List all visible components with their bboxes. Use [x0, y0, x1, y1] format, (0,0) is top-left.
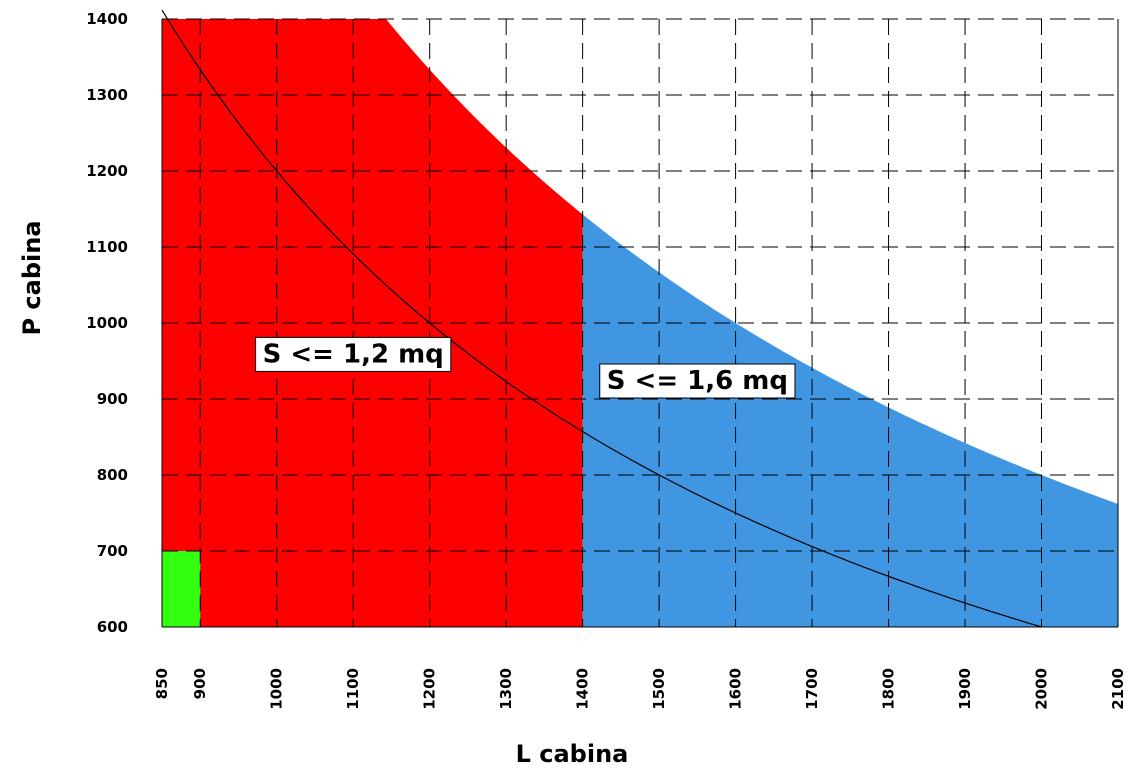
x-tick-label: 850: [153, 668, 171, 699]
x-tick-label: 1700: [803, 668, 821, 710]
x-tick-label: 1800: [880, 668, 898, 710]
grid-layer: [161, 18, 1119, 628]
region-3: [162, 551, 201, 627]
x-tick-label: 1600: [727, 668, 745, 710]
y-tick-label: 700: [97, 542, 128, 560]
x-tick-label: 2100: [1109, 668, 1127, 710]
y-axis-title: P cabina: [18, 220, 46, 335]
x-tick-label: 1900: [956, 668, 974, 710]
y-tick-label: 1200: [86, 162, 128, 180]
region-label-box: [599, 363, 796, 399]
y-tick-label: 600: [97, 618, 128, 636]
x-axis-title: L cabina: [516, 740, 629, 768]
y-tick-label: 1000: [86, 314, 128, 332]
curves-layer: [161, 9, 1042, 628]
y-tick-label: 1400: [86, 10, 128, 28]
region-label-1: S <= 1,2 mq: [255, 336, 452, 372]
y-tick-label: 800: [97, 466, 128, 484]
x-tick-label: 1100: [344, 668, 362, 710]
y-tick-label: 1100: [86, 238, 128, 256]
x-tick-label: 1000: [268, 668, 286, 710]
region-2: [582, 214, 1118, 627]
region-label-text: S <= 1,2 mq: [263, 339, 444, 369]
x-tick-label: 1400: [574, 668, 592, 710]
x-tick-label: 1200: [421, 668, 439, 710]
regions-layer: [162, 19, 1118, 627]
x-tick-label: 1300: [497, 668, 515, 710]
annotations-layer: S <= 1,2 mq S <= 1,6 mq: [255, 336, 796, 399]
x-tick-label: 1500: [650, 668, 668, 710]
area-curve-1: [161, 9, 1042, 628]
region-label-box: [255, 336, 452, 372]
region-label-text: S <= 1,6 mq: [607, 366, 788, 396]
x-tick-label: 900: [191, 668, 209, 699]
region-label-2: S <= 1,6 mq: [599, 363, 796, 399]
y-tick-label: 900: [97, 390, 128, 408]
y-tick-label: 1300: [86, 86, 128, 104]
x-tick-label: 2000: [1033, 668, 1051, 710]
ticks-layer: 850 900 1000 1100 1200 1300 1400 1500 1600 1700 18…: [86, 10, 1127, 710]
